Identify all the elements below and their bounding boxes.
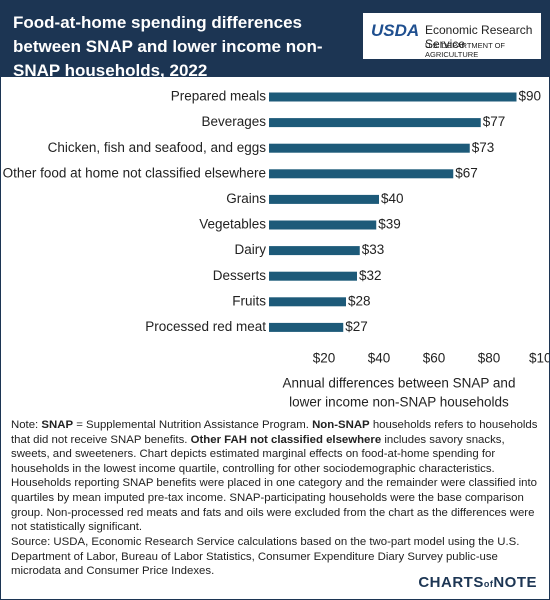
header: Food-at-home spending differences betwee… [1, 1, 549, 80]
source: Source: USDA, Economic Research Service … [11, 536, 520, 578]
value-label: $27 [345, 319, 368, 334]
note-term: Other FAH not classified elsewhere [190, 433, 382, 446]
value-label: $73 [472, 140, 495, 155]
x-tick-label: $100 [529, 351, 549, 366]
logo: USDA Economic Research Service U.S. DEPA… [363, 13, 541, 59]
chart: Prepared meals $90 Beverages $77 Chicken, fi… [3, 89, 549, 410]
value-label: $28 [348, 293, 371, 308]
bar [269, 297, 346, 307]
category-label: Grains [226, 191, 266, 206]
note-text: includes savory snacks, sweets, and swee… [11, 433, 537, 534]
value-label: $32 [359, 268, 382, 283]
footer-logo-text: NOTE [493, 574, 537, 591]
category-label: Prepared meals [171, 89, 267, 104]
x-axis-title: Annual differences between SNAP and [283, 376, 516, 391]
note-term: Non-SNAP [312, 419, 370, 431]
category-label: Other food at home not classified elsewh… [3, 165, 266, 180]
bar [269, 271, 357, 281]
note: Note: SNAP = Supplemental Nutrition Assi… [11, 418, 541, 535]
footer-logo: CHARTSofNOTE [418, 574, 537, 591]
x-tick-label: $80 [478, 351, 501, 366]
x-tick-label: $20 [313, 351, 336, 366]
note-term: SNAP [41, 419, 74, 431]
category-label: Processed red meat [145, 319, 266, 334]
bar [269, 118, 481, 128]
category-label: Chicken, fish and seafood, and eggs [48, 140, 267, 155]
title: Food-at-home spending differences betwee… [13, 13, 323, 80]
x-tick-label: $60 [423, 351, 446, 366]
footer-logo-text: CHARTS [418, 574, 484, 591]
value-label: $33 [362, 242, 385, 257]
bar [269, 92, 517, 102]
category-label: Beverages [201, 114, 266, 129]
bar [269, 322, 344, 332]
logo-agency: Economic Research Service [425, 23, 533, 51]
note-text: households refers to households that did… [11, 419, 538, 446]
bar [269, 220, 377, 230]
category-label: Desserts [213, 268, 267, 283]
value-label: $77 [483, 114, 506, 129]
footer-logo-text: of [483, 579, 494, 589]
value-label: $40 [381, 191, 404, 206]
value-label: $90 [519, 89, 542, 104]
category-label: Dairy [234, 242, 266, 257]
category-label: Vegetables [199, 217, 266, 232]
x-axis-title: lower income non-SNAP households [289, 395, 509, 410]
bar [269, 194, 379, 204]
note-text: Note: [11, 419, 42, 431]
note-text: = Supplemental Nutrition Assistance Prog… [73, 419, 313, 431]
logo-department: U.S. DEPARTMENT OF AGRICULTURE [425, 41, 506, 59]
x-tick-label: $40 [368, 351, 391, 366]
logo-mark: USDA [371, 21, 420, 40]
value-label: $67 [455, 165, 478, 180]
bar [269, 143, 470, 153]
bar [269, 169, 454, 179]
category-label: Fruits [232, 293, 266, 308]
bar [269, 246, 360, 256]
value-label: $39 [378, 217, 401, 232]
